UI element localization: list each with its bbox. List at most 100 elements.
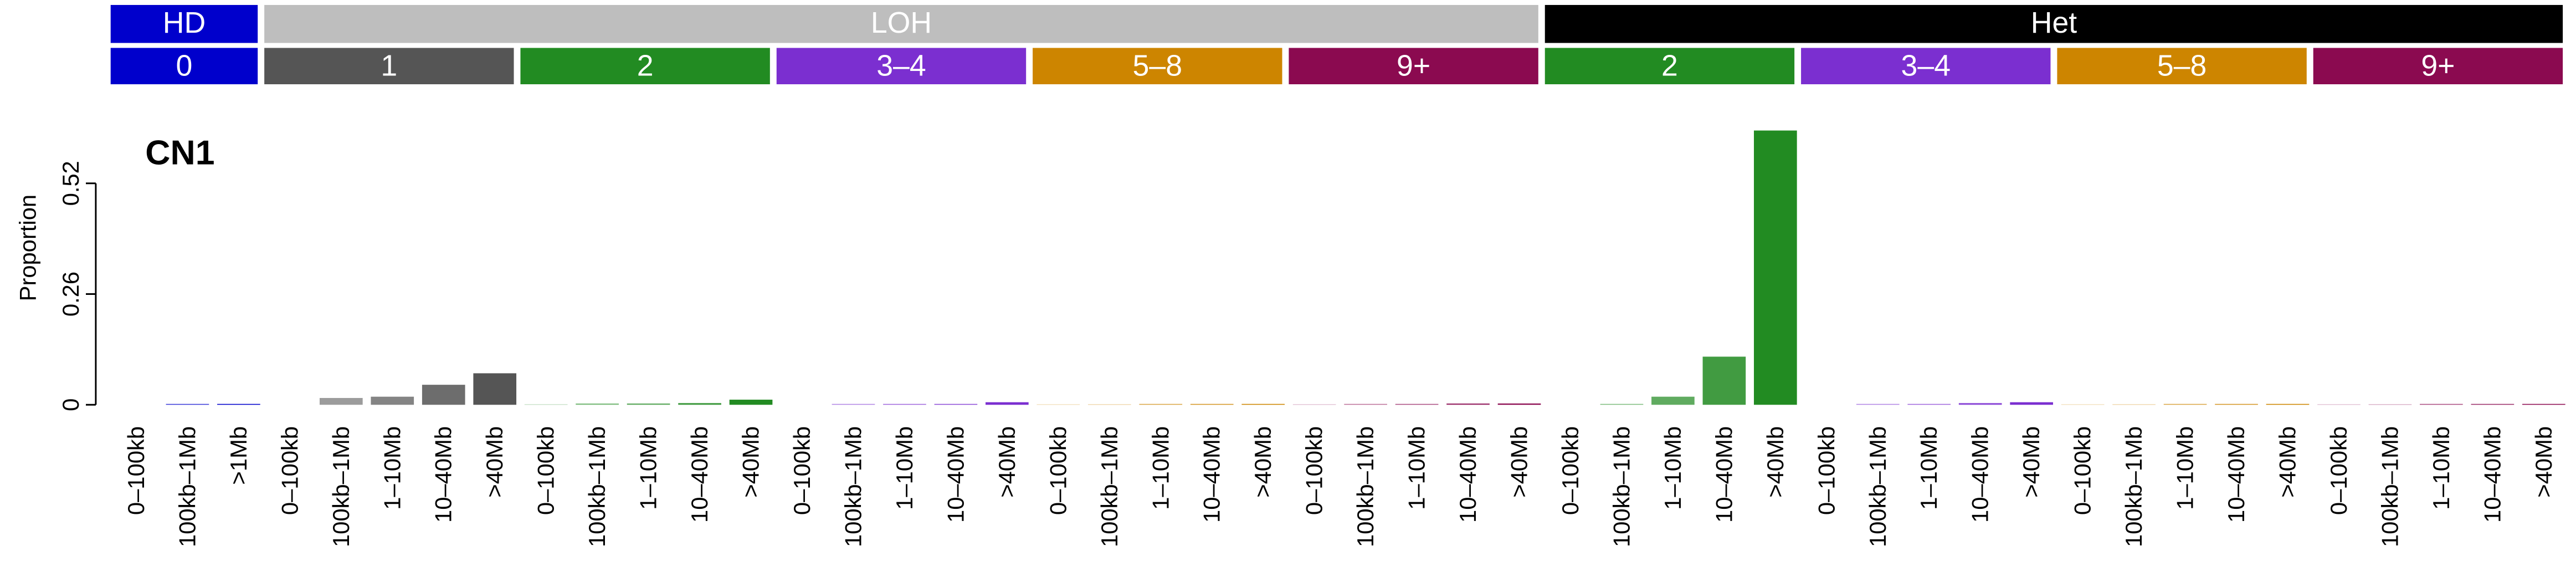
group-box	[1033, 48, 1282, 85]
bar	[1139, 404, 1183, 405]
x-tick-label: >40Mb	[2531, 426, 2557, 498]
group-box	[110, 48, 258, 85]
x-tick-label: 0–100kb	[1813, 426, 1839, 515]
x-tick-label: >40Mb	[1250, 426, 1276, 498]
class-box	[264, 4, 1538, 43]
x-tick-label: >40Mb	[994, 426, 1020, 498]
x-tick-label: 1–10Mb	[1916, 426, 1942, 510]
bar	[1754, 130, 1797, 405]
group-label: 5–8	[2157, 49, 2207, 82]
bar	[2215, 404, 2258, 405]
bar	[2163, 404, 2207, 405]
bar	[2010, 402, 2054, 405]
bar	[217, 404, 260, 405]
y-axis-label: Proportion	[15, 195, 41, 301]
bar	[473, 373, 517, 405]
bar	[1446, 403, 1490, 405]
x-tick-label: 10–40Mb	[2223, 426, 2249, 523]
class-box	[110, 4, 258, 43]
bar	[934, 404, 978, 405]
group-box	[264, 48, 514, 85]
bar	[576, 403, 619, 405]
group-label: 2	[1661, 49, 1678, 82]
x-tick-label: 10–40Mb	[2479, 426, 2505, 523]
x-tick-label: 10–40Mb	[430, 426, 456, 523]
group-box	[1801, 48, 2051, 85]
x-tick-label: 1–10Mb	[2172, 426, 2198, 510]
group-label: 3–4	[876, 49, 926, 82]
x-tick-label: 0–100kb	[2070, 426, 2096, 515]
bar	[2420, 404, 2463, 405]
bar	[1600, 404, 1644, 405]
group-box	[1289, 48, 1538, 85]
group-label: 1	[381, 49, 397, 82]
bar	[832, 404, 875, 405]
x-tick-label: 1–10Mb	[1147, 426, 1173, 510]
bar	[2266, 404, 2310, 405]
bar	[729, 400, 773, 405]
bar	[1856, 404, 1900, 405]
bar	[1907, 404, 1951, 405]
x-tick-label: 1–10Mb	[891, 426, 917, 510]
bar	[371, 396, 414, 405]
x-tick-label: 10–40Mb	[1455, 426, 1481, 523]
x-tick-label: 1–10Mb	[1404, 426, 1430, 510]
bar	[1344, 404, 1387, 405]
bar	[627, 403, 670, 405]
x-tick-label: 100kb–1Mb	[1352, 426, 1378, 547]
y-tick-label: 0.26	[58, 272, 84, 316]
x-tick-label: 100kb–1Mb	[174, 426, 200, 547]
class-box	[1544, 4, 2563, 43]
x-tick-label: 1–10Mb	[379, 426, 405, 510]
bar	[2471, 404, 2515, 405]
x-tick-label: 100kb–1Mb	[328, 426, 354, 547]
class-label: Het	[2031, 6, 2077, 39]
x-tick-label: >1Mb	[225, 426, 252, 485]
x-tick-label: >40Mb	[738, 426, 764, 498]
class-label: LOH	[871, 6, 932, 39]
x-tick-label: 0–100kb	[2326, 426, 2352, 515]
x-tick-label: 1–10Mb	[2428, 426, 2454, 510]
y-tick-label: 0.52	[58, 161, 84, 206]
x-tick-label: 100kb–1Mb	[1865, 426, 1891, 547]
x-tick-label: 0–100kb	[123, 426, 149, 515]
x-tick-label: 0–100kb	[276, 426, 302, 515]
bar	[1241, 404, 1285, 405]
x-tick-label: 10–40Mb	[1711, 426, 1737, 523]
group-box	[1544, 48, 1795, 85]
group-label: 5–8	[1133, 49, 1183, 82]
bar	[986, 402, 1029, 405]
group-box	[520, 48, 770, 85]
x-tick-label: 0–100kb	[533, 426, 559, 515]
group-label: 2	[637, 49, 654, 82]
x-tick-label: 100kb–1Mb	[2377, 426, 2403, 547]
bar	[1958, 403, 2002, 405]
chart-title: CN1	[145, 134, 214, 172]
bar	[319, 397, 363, 405]
x-tick-label: 0–100kb	[1045, 426, 1071, 515]
x-tick-label: >40Mb	[2018, 426, 2044, 498]
class-label: HD	[163, 6, 206, 39]
bar	[883, 404, 926, 405]
x-tick-label: >40Mb	[2275, 426, 2301, 498]
x-tick-label: 0–100kb	[1301, 426, 1327, 515]
x-tick-label: 0–100kb	[789, 426, 815, 515]
x-tick-label: >40Mb	[1762, 426, 1788, 498]
x-tick-label: 10–40Mb	[686, 426, 712, 523]
group-box	[776, 48, 1027, 85]
x-tick-label: 100kb–1Mb	[584, 426, 610, 547]
group-label: 9+	[2421, 49, 2455, 82]
x-tick-label: 1–10Mb	[635, 426, 661, 510]
group-box	[2313, 48, 2563, 85]
x-tick-label: 1–10Mb	[1660, 426, 1686, 510]
x-tick-label: 0–100kb	[1557, 426, 1583, 515]
group-label: 3–4	[1901, 49, 1951, 82]
group-label: 0	[176, 49, 193, 82]
x-tick-label: 10–40Mb	[1199, 426, 1225, 523]
bar	[1395, 404, 1439, 405]
bar	[166, 404, 209, 405]
x-tick-label: 100kb–1Mb	[2121, 426, 2147, 547]
x-tick-label: 100kb–1Mb	[1608, 426, 1634, 547]
